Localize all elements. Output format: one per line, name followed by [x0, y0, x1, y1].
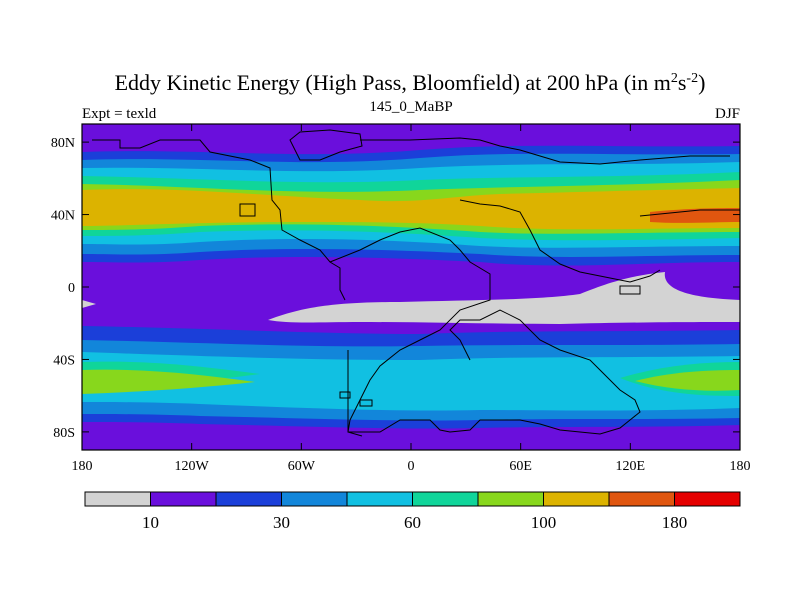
y-tick-label: 40N	[51, 209, 75, 224]
coastline-south	[347, 309, 641, 435]
y-tick-label: 40S	[53, 353, 75, 368]
colorbar-label: 60	[404, 513, 421, 532]
band-80-100-south	[82, 352, 740, 411]
x-axis: 180 120W 60W 0 60E 120E 180	[72, 124, 751, 474]
title-main: Eddy Kinetic Energy (High Pass, Bloomfie…	[115, 70, 671, 95]
coastline-outlines	[92, 129, 740, 437]
subtitle-left: Expt = texld	[82, 106, 157, 122]
x-tick-label: 180	[72, 459, 93, 474]
subtitle-center: 145_0_MaBP	[369, 99, 452, 115]
coastline-north-america	[92, 139, 346, 301]
y-axis: 80N 40N 0 40S 80S	[51, 136, 740, 441]
colorbar: 10 30 60 100 180	[84, 491, 741, 532]
coastline-islands	[239, 203, 641, 407]
coastline-arctic	[360, 137, 730, 165]
title-mid: s	[678, 70, 687, 95]
band-160-180-north	[82, 188, 740, 230]
x-tick-label: 180	[730, 459, 751, 474]
y-tick-label: 80S	[53, 426, 75, 441]
colorbar-swatch	[412, 491, 479, 507]
colorbar-swatch	[543, 491, 610, 507]
x-tick-label: 0	[408, 459, 415, 474]
colorbar-label: 10	[142, 513, 159, 532]
title-sup-2: -2	[686, 71, 698, 86]
band-above-180-north	[650, 208, 740, 223]
coastline-south-america	[329, 227, 491, 437]
band-below-10-west	[82, 300, 96, 308]
coastline-asia-east	[639, 209, 740, 217]
colorbar-label: 30	[273, 513, 290, 532]
subtitle-right: DJF	[715, 106, 740, 122]
band-130-160-south	[82, 369, 255, 394]
colorbar-label: 100	[531, 513, 557, 532]
colorbar-label: 180	[662, 513, 688, 532]
colorbar-swatch	[281, 491, 348, 507]
contour-field	[82, 124, 740, 450]
x-tick-label: 60W	[288, 459, 316, 474]
y-tick-label: 80N	[51, 136, 75, 151]
colorbar-swatch	[608, 491, 675, 507]
x-tick-label: 120W	[175, 459, 210, 474]
chart-title: Eddy Kinetic Energy (High Pass, Bloomfie…	[115, 70, 706, 95]
band-below-10-equator	[268, 272, 740, 324]
colorbar-swatch	[346, 491, 413, 507]
title-end: )	[698, 70, 705, 95]
colorbar-swatch	[477, 491, 544, 507]
title-sup-1: 2	[671, 71, 678, 86]
colorbar-swatch	[674, 491, 741, 507]
x-tick-label: 120E	[616, 459, 646, 474]
band-130-160-south-east	[635, 370, 740, 391]
colorbar-swatch	[150, 491, 217, 507]
x-tick-label: 60E	[509, 459, 532, 474]
coastline-europe-asia	[459, 199, 661, 283]
y-tick-label: 0	[68, 281, 75, 296]
colorbar-swatch	[215, 491, 282, 507]
colorbar-swatch	[84, 491, 151, 507]
coastline-greenland	[289, 129, 363, 161]
